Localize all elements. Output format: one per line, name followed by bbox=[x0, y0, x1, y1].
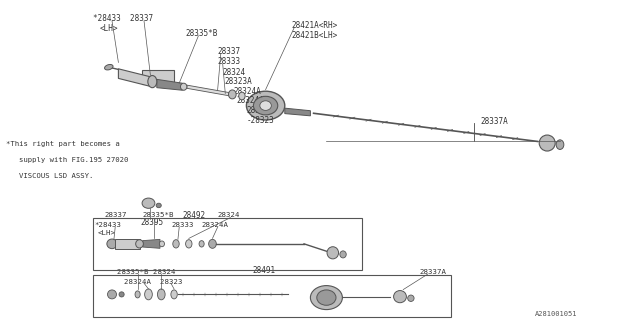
Text: 28324: 28324 bbox=[223, 68, 246, 76]
Text: <LH>: <LH> bbox=[99, 24, 118, 33]
Ellipse shape bbox=[556, 140, 564, 149]
Polygon shape bbox=[157, 79, 182, 90]
Ellipse shape bbox=[108, 290, 116, 299]
Ellipse shape bbox=[135, 291, 140, 298]
Ellipse shape bbox=[228, 90, 236, 99]
Text: 28491: 28491 bbox=[253, 266, 276, 275]
Ellipse shape bbox=[317, 290, 336, 305]
Text: 28421B<LH>: 28421B<LH> bbox=[291, 31, 337, 40]
Text: 28335*B: 28335*B bbox=[186, 29, 218, 38]
Text: *28433: *28433 bbox=[95, 222, 122, 228]
Ellipse shape bbox=[171, 290, 177, 299]
Text: 28337A: 28337A bbox=[419, 269, 446, 275]
Text: 28324: 28324 bbox=[246, 106, 269, 115]
Ellipse shape bbox=[540, 135, 556, 151]
Ellipse shape bbox=[186, 240, 192, 248]
Ellipse shape bbox=[145, 289, 152, 300]
Ellipse shape bbox=[246, 91, 285, 120]
Text: A281001051: A281001051 bbox=[534, 311, 577, 317]
Ellipse shape bbox=[260, 101, 271, 110]
Text: 28492: 28492 bbox=[182, 211, 205, 220]
Text: 28324A: 28324A bbox=[234, 87, 261, 96]
Ellipse shape bbox=[142, 198, 155, 208]
Ellipse shape bbox=[209, 239, 216, 248]
Ellipse shape bbox=[310, 285, 342, 310]
Ellipse shape bbox=[253, 96, 278, 115]
Ellipse shape bbox=[180, 83, 187, 90]
Ellipse shape bbox=[239, 92, 245, 100]
Text: <LH>: <LH> bbox=[97, 230, 115, 236]
Text: 28324A  28323: 28324A 28323 bbox=[124, 279, 182, 284]
Ellipse shape bbox=[104, 64, 113, 70]
Text: 28337A: 28337A bbox=[480, 117, 508, 126]
Polygon shape bbox=[143, 239, 160, 248]
Ellipse shape bbox=[156, 203, 161, 208]
Text: 28324: 28324 bbox=[218, 212, 240, 218]
Text: *This right part becomes a: *This right part becomes a bbox=[6, 141, 120, 147]
Ellipse shape bbox=[107, 239, 117, 249]
Text: 28324A: 28324A bbox=[202, 222, 228, 228]
Text: 28335*B: 28335*B bbox=[142, 212, 173, 218]
Text: 28333: 28333 bbox=[172, 222, 194, 228]
Text: 28337: 28337 bbox=[218, 47, 241, 56]
Ellipse shape bbox=[173, 240, 179, 248]
Text: supply with FIG.195 27020: supply with FIG.195 27020 bbox=[19, 157, 129, 163]
Bar bbox=[115, 239, 140, 249]
Text: 28324A: 28324A bbox=[237, 96, 264, 105]
Ellipse shape bbox=[119, 292, 124, 297]
Text: 28333: 28333 bbox=[218, 57, 241, 66]
Polygon shape bbox=[118, 69, 150, 86]
Text: 28323A: 28323A bbox=[224, 77, 252, 86]
Text: -28323: -28323 bbox=[246, 116, 274, 125]
Ellipse shape bbox=[327, 247, 339, 259]
Polygon shape bbox=[187, 85, 230, 96]
Ellipse shape bbox=[408, 295, 414, 301]
Ellipse shape bbox=[136, 240, 143, 248]
Ellipse shape bbox=[148, 76, 157, 88]
Ellipse shape bbox=[394, 291, 406, 303]
Text: VISCOUS LSD ASSY.: VISCOUS LSD ASSY. bbox=[19, 173, 93, 179]
Bar bbox=[93, 218, 362, 270]
Ellipse shape bbox=[157, 289, 165, 300]
Text: 28421A<RH>: 28421A<RH> bbox=[291, 21, 337, 30]
Polygon shape bbox=[285, 108, 310, 116]
Bar bbox=[93, 275, 451, 317]
Ellipse shape bbox=[199, 241, 204, 247]
Text: 28335*B 28324: 28335*B 28324 bbox=[117, 269, 175, 275]
Ellipse shape bbox=[340, 251, 346, 258]
Ellipse shape bbox=[159, 241, 164, 247]
Bar bbox=[142, 70, 174, 84]
Text: 28395: 28395 bbox=[141, 218, 164, 227]
Text: 28337: 28337 bbox=[104, 212, 127, 218]
Text: *28433  28337: *28433 28337 bbox=[93, 14, 153, 23]
